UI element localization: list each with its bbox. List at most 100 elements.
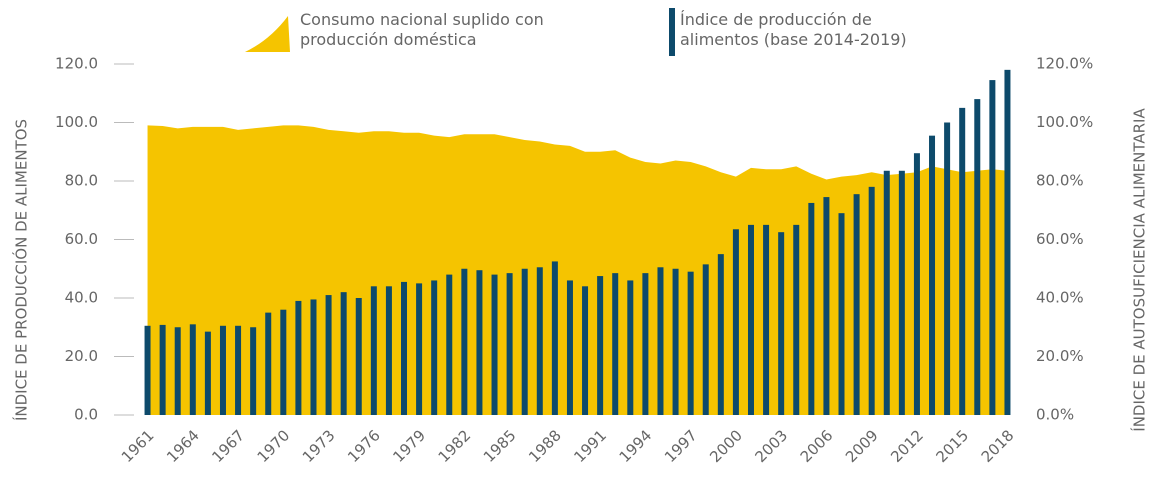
bar (883, 170, 890, 415)
bar (612, 273, 619, 415)
bar (280, 309, 287, 415)
bar (566, 280, 573, 415)
bar (174, 327, 181, 415)
y-tick-label: 120.0 (55, 55, 98, 73)
x-tick-label: 1991 (570, 426, 610, 466)
x-tick-label: 1988 (525, 426, 565, 466)
bar (974, 99, 981, 415)
x-tick-label: 1976 (344, 426, 384, 466)
x-tick-label: 1967 (208, 426, 248, 466)
bar (597, 276, 604, 415)
bar (913, 153, 920, 415)
bar (838, 213, 845, 415)
y-tick-label: 40.0 (65, 289, 98, 307)
bar (521, 268, 528, 415)
bar (989, 80, 996, 416)
legend-label: Índice de producción de alimentos (base … (680, 10, 907, 49)
bar (235, 325, 242, 415)
bar (385, 286, 392, 415)
x-tick-label: 1982 (435, 426, 475, 466)
bar (642, 273, 649, 415)
y2-tick-label: 60.0% (1036, 230, 1084, 248)
x-tick-label: 2015 (932, 426, 972, 466)
bar (944, 122, 951, 415)
y-tick-label: 0.0 (74, 406, 98, 424)
bar (431, 280, 438, 415)
bar (461, 268, 468, 415)
bar (763, 224, 770, 415)
y2-tick-label: 100.0% (1036, 113, 1093, 131)
bar (687, 271, 694, 415)
bar (672, 268, 679, 415)
legend-label: Consumo nacional suplido con producción … (300, 10, 544, 49)
bar (582, 286, 589, 415)
bar (536, 267, 543, 415)
bar (204, 331, 211, 415)
x-tick-label: 2018 (978, 426, 1018, 466)
y-tick-label: 20.0 (65, 347, 98, 365)
bar (1004, 69, 1011, 415)
x-tick-label: 2003 (751, 426, 791, 466)
bar (853, 194, 860, 415)
bar (506, 273, 513, 415)
bar (868, 186, 875, 415)
x-tick-label: 1997 (661, 426, 701, 466)
y2-tick-label: 40.0% (1036, 289, 1084, 307)
bar (325, 295, 332, 415)
bar (702, 264, 709, 415)
x-tick-label: 1961 (118, 426, 158, 466)
bar (929, 135, 936, 415)
bar (823, 197, 830, 415)
bar (159, 324, 166, 415)
bar (416, 283, 423, 415)
x-tick-label: 1973 (299, 426, 339, 466)
y-axis-title: ÍNDICE DE PRODUCCIÓN DE ALIMENTOS (12, 119, 31, 421)
bar (717, 254, 724, 415)
bar (401, 281, 408, 415)
y2-tick-label: 120.0% (1036, 55, 1093, 73)
bar (747, 224, 754, 415)
bar (657, 267, 664, 415)
bar (370, 286, 377, 415)
x-tick-label: 2009 (842, 426, 882, 466)
bar (340, 292, 347, 415)
bar (219, 325, 226, 415)
x-tick-label: 1985 (480, 426, 520, 466)
y2-tick-label: 80.0% (1036, 172, 1084, 190)
x-tick-label: 2012 (887, 426, 927, 466)
legend-swatch-area (245, 16, 290, 52)
bar (265, 312, 272, 415)
area (147, 125, 1008, 416)
y-tick-label: 80.0 (65, 172, 98, 190)
y2-axis-title: ÍNDICE DE AUTOSUFICIENCIA ALIMENTARIA (1130, 108, 1149, 432)
bar (250, 327, 257, 415)
bar (189, 324, 196, 415)
x-tick-label: 1994 (616, 426, 656, 466)
bar (793, 224, 800, 415)
x-tick-label: 1970 (254, 426, 294, 466)
bar (144, 325, 151, 415)
bar (778, 232, 785, 415)
y-tick-label: 60.0 (65, 230, 98, 248)
legend-swatch-bar (669, 8, 675, 56)
bar (476, 270, 483, 415)
bar (898, 170, 905, 415)
bar (295, 300, 302, 415)
x-tick-label: 1979 (389, 426, 429, 466)
y-tick-label: 100.0 (55, 113, 98, 131)
y2-tick-label: 0.0% (1036, 406, 1074, 424)
x-tick-label: 2006 (797, 426, 837, 466)
bar (310, 299, 317, 415)
bar (732, 229, 739, 415)
x-tick-label: 2000 (706, 426, 746, 466)
bar (808, 202, 815, 415)
y2-tick-label: 20.0% (1036, 347, 1084, 365)
bar (959, 107, 966, 415)
bar (446, 274, 453, 415)
bar (355, 298, 362, 415)
x-tick-label: 1964 (163, 426, 203, 466)
bar (491, 274, 498, 415)
bar (551, 261, 558, 415)
